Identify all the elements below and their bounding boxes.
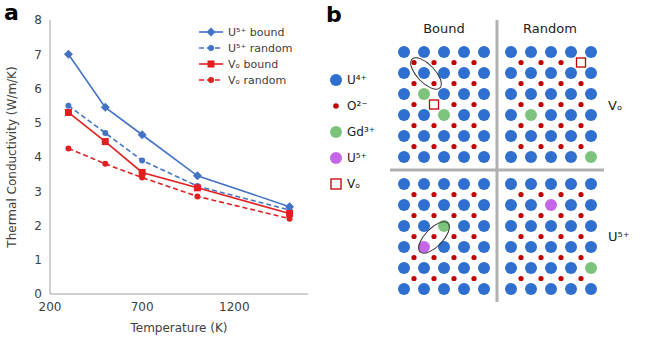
svg-text:b: b	[326, 2, 342, 27]
html-text:a: a	[4, 0, 19, 25]
html-text:U⁵⁺ random: U⁵⁺ random	[228, 41, 293, 55]
svg-text:O²⁻: O²⁻	[347, 99, 368, 113]
html-text:U⁵⁺ bound: U⁵⁺ bound	[228, 25, 285, 39]
html-text:Vₒ random: Vₒ random	[228, 73, 287, 87]
svg-text:U⁴⁺: U⁴⁺	[347, 73, 367, 87]
svg-text:Vₒ: Vₒ	[347, 177, 360, 191]
svg-text:7: 7	[34, 48, 42, 62]
svg-text:U⁵⁺: U⁵⁺	[608, 229, 630, 244]
svg-text:Vₒ: Vₒ	[608, 98, 622, 113]
svg-text:1: 1	[34, 253, 42, 267]
svg-text:Thermal Conductivity (W/m/K): Thermal Conductivity (W/m/K)	[5, 66, 19, 248]
svg-text:Temperature (K): Temperature (K)	[129, 321, 227, 335]
html-text:Vₒ bound: Vₒ bound	[228, 57, 279, 71]
svg-text:200: 200	[39, 300, 62, 314]
svg-text:5: 5	[34, 116, 42, 130]
svg-text:Bound: Bound	[423, 21, 465, 36]
svg-text:0: 0	[34, 287, 42, 301]
svg-text:U⁵⁺: U⁵⁺	[347, 151, 367, 165]
svg-text:Random: Random	[523, 21, 577, 36]
svg-text:1200: 1200	[219, 300, 250, 314]
svg-text:8: 8	[34, 13, 42, 27]
svg-text:2: 2	[34, 219, 42, 233]
svg-text:6: 6	[34, 82, 42, 96]
svg-text:Gd³⁺: Gd³⁺	[347, 125, 375, 139]
svg-text:3: 3	[34, 185, 42, 199]
svg-text:4: 4	[34, 150, 42, 164]
svg-text:700: 700	[131, 300, 154, 314]
